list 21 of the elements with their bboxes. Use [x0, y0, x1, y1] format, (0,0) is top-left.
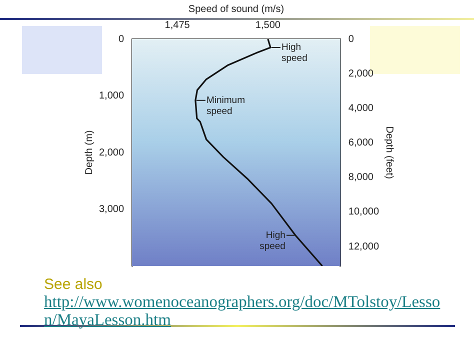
- y-tick-label: 0: [118, 34, 124, 45]
- y2-tick-label: 6,000: [348, 138, 374, 149]
- y2-tick-label: 2,000: [348, 68, 374, 80]
- y-axis-title: Depth (m): [84, 130, 95, 175]
- y2-tick-label: 8,000: [348, 172, 374, 184]
- annotation: High speed: [260, 230, 286, 252]
- y2-tick-label: 12,000: [348, 241, 380, 252]
- text: See also: [44, 276, 104, 293]
- annotation: Minimum speed: [206, 95, 246, 118]
- annotation: High speed: [281, 42, 308, 64]
- y2-tick-label: 10,000: [348, 206, 380, 218]
- y-tick-label: 1,000: [98, 90, 124, 102]
- y-tick-label: 3,000: [98, 204, 124, 215]
- x-tick-label: 1,475: [164, 20, 190, 31]
- x-tick-label: 1,500: [255, 20, 281, 31]
- y2-axis-title: Depth (feet): [383, 126, 394, 179]
- text: http://www.womenoceanographers.org/doc/MTolstoy/Lesson/MayaLesson.htm: [44, 292, 442, 329]
- y2-tick-label: 4,000: [348, 102, 374, 114]
- x-axis-title: Speed of sound (m/s): [188, 4, 284, 15]
- y2-tick-label: 0: [348, 34, 354, 45]
- y-tick-label: 2,000: [98, 147, 124, 158]
